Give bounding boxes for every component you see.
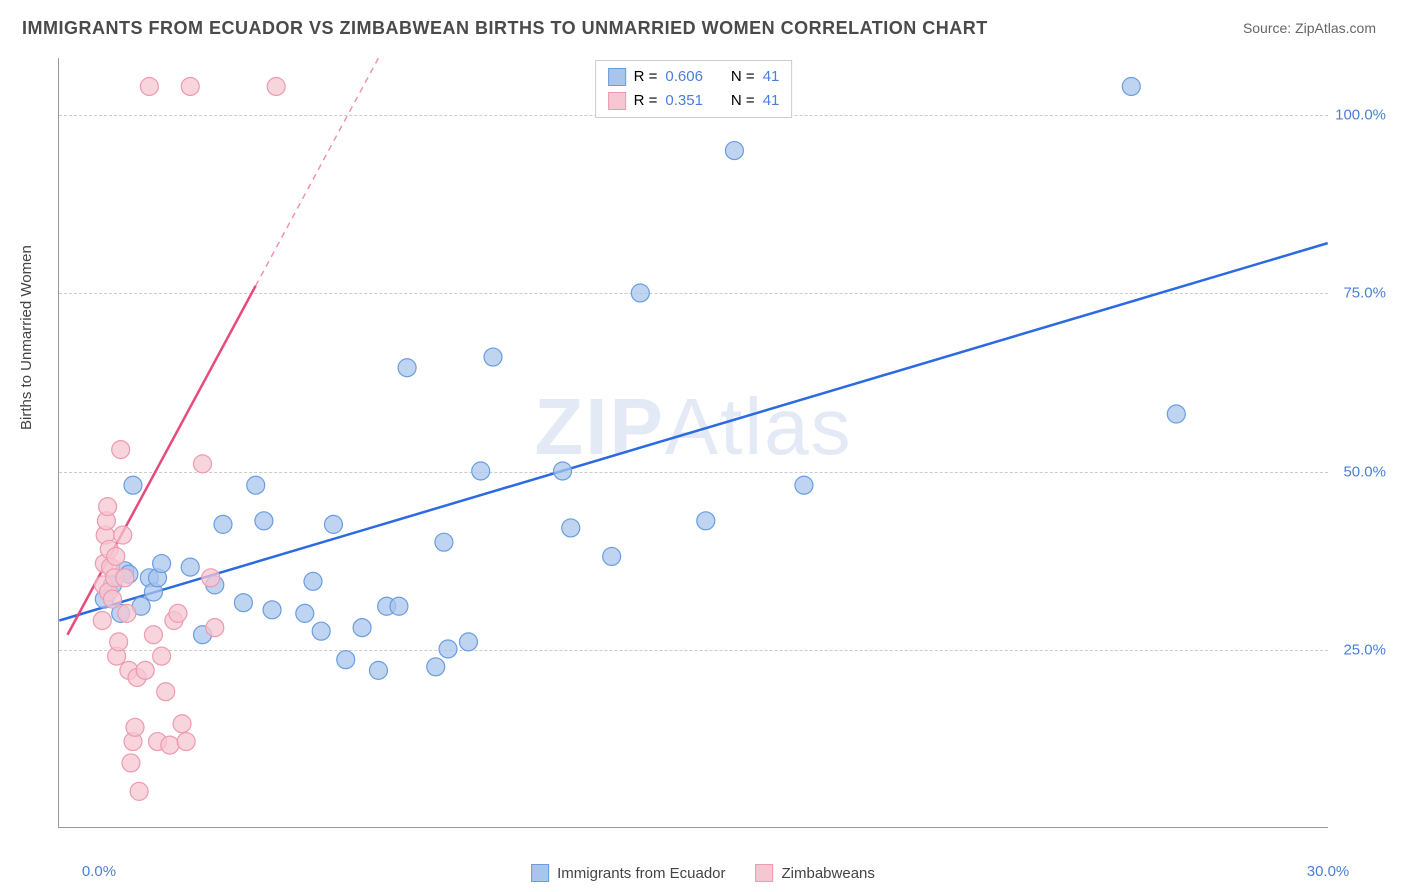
y-tick-label: 75.0% [1343,285,1386,302]
legend-label-ecuador: Immigrants from Ecuador [557,865,725,882]
r-value-zimbabwe: 0.351 [665,89,703,113]
r-label: R = [634,65,658,89]
swatch-zimbabwe-bottom [756,864,774,882]
legend-label-zimbabwe: Zimbabweans [782,865,875,882]
swatch-ecuador [608,68,626,86]
r-value-ecuador: 0.606 [665,65,703,89]
source-value: ZipAtlas.com [1295,20,1376,36]
y-axis-label: Births to Unmarried Women [18,245,35,430]
x-tick-label: 30.0% [1307,863,1350,880]
source-label: Source: [1243,20,1291,36]
legend-correlation-box: R = 0.606 N = 41 R = 0.351 N = 41 [595,60,793,118]
n-label: N = [731,89,755,113]
x-tick-label: 0.0% [82,863,116,880]
scatter-svg [59,58,1328,827]
legend-bottom: Immigrants from Ecuador Zimbabweans [531,864,875,882]
legend-row-zimbabwe: R = 0.351 N = 41 [608,89,780,113]
r-label: R = [634,89,658,113]
chart-title: IMMIGRANTS FROM ECUADOR VS ZIMBABWEAN BI… [22,18,988,39]
y-tick-label: 50.0% [1343,463,1386,480]
n-value-ecuador: 41 [763,65,780,89]
y-tick-label: 100.0% [1335,107,1386,124]
legend-row-ecuador: R = 0.606 N = 41 [608,65,780,89]
legend-item-ecuador: Immigrants from Ecuador [531,864,725,882]
n-label: N = [731,65,755,89]
swatch-ecuador-bottom [531,864,549,882]
y-tick-label: 25.0% [1343,641,1386,658]
source-attribution: Source: ZipAtlas.com [1243,20,1376,36]
legend-item-zimbabwe: Zimbabweans [756,864,875,882]
chart-plot-area: ZIPAtlas R = 0.606 N = 41 R = 0.351 N = … [58,58,1328,828]
swatch-zimbabwe [608,92,626,110]
n-value-zimbabwe: 41 [763,89,780,113]
